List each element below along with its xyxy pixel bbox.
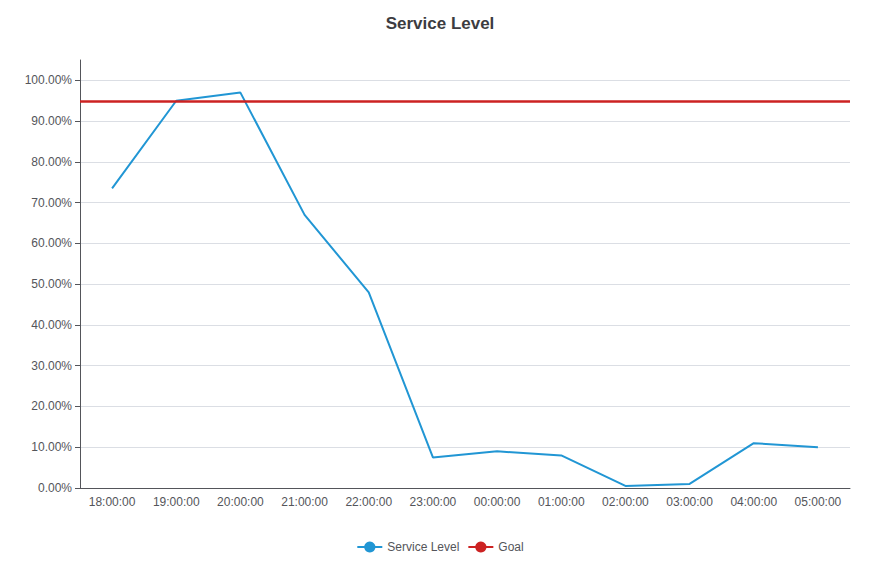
svg-text:90.00%: 90.00% [31, 114, 72, 128]
svg-text:30.00%: 30.00% [31, 359, 72, 373]
svg-text:10.00%: 10.00% [31, 440, 72, 454]
svg-text:03:00:00: 03:00:00 [666, 495, 713, 509]
svg-text:04:00:00: 04:00:00 [730, 495, 777, 509]
svg-text:50.00%: 50.00% [31, 277, 72, 291]
svg-text:22:00:00: 22:00:00 [345, 495, 392, 509]
svg-text:0.00%: 0.00% [38, 481, 72, 495]
svg-text:70.00%: 70.00% [31, 196, 72, 210]
svg-text:60.00%: 60.00% [31, 236, 72, 250]
svg-text:18:00:00: 18:00:00 [89, 495, 136, 509]
svg-text:Goal: Goal [498, 540, 523, 554]
svg-text:21:00:00: 21:00:00 [281, 495, 328, 509]
svg-text:80.00%: 80.00% [31, 155, 72, 169]
svg-text:Service Level: Service Level [387, 540, 459, 554]
svg-text:40.00%: 40.00% [31, 318, 72, 332]
svg-text:01:00:00: 01:00:00 [538, 495, 585, 509]
svg-text:20.00%: 20.00% [31, 399, 72, 413]
svg-text:00:00:00: 00:00:00 [474, 495, 521, 509]
svg-text:100.00%: 100.00% [25, 73, 73, 87]
svg-text:23:00:00: 23:00:00 [410, 495, 457, 509]
svg-text:19:00:00: 19:00:00 [153, 495, 200, 509]
svg-text:Service Level: Service Level [386, 14, 495, 33]
svg-text:05:00:00: 05:00:00 [795, 495, 842, 509]
svg-text:20:00:00: 20:00:00 [217, 495, 264, 509]
svg-text:02:00:00: 02:00:00 [602, 495, 649, 509]
